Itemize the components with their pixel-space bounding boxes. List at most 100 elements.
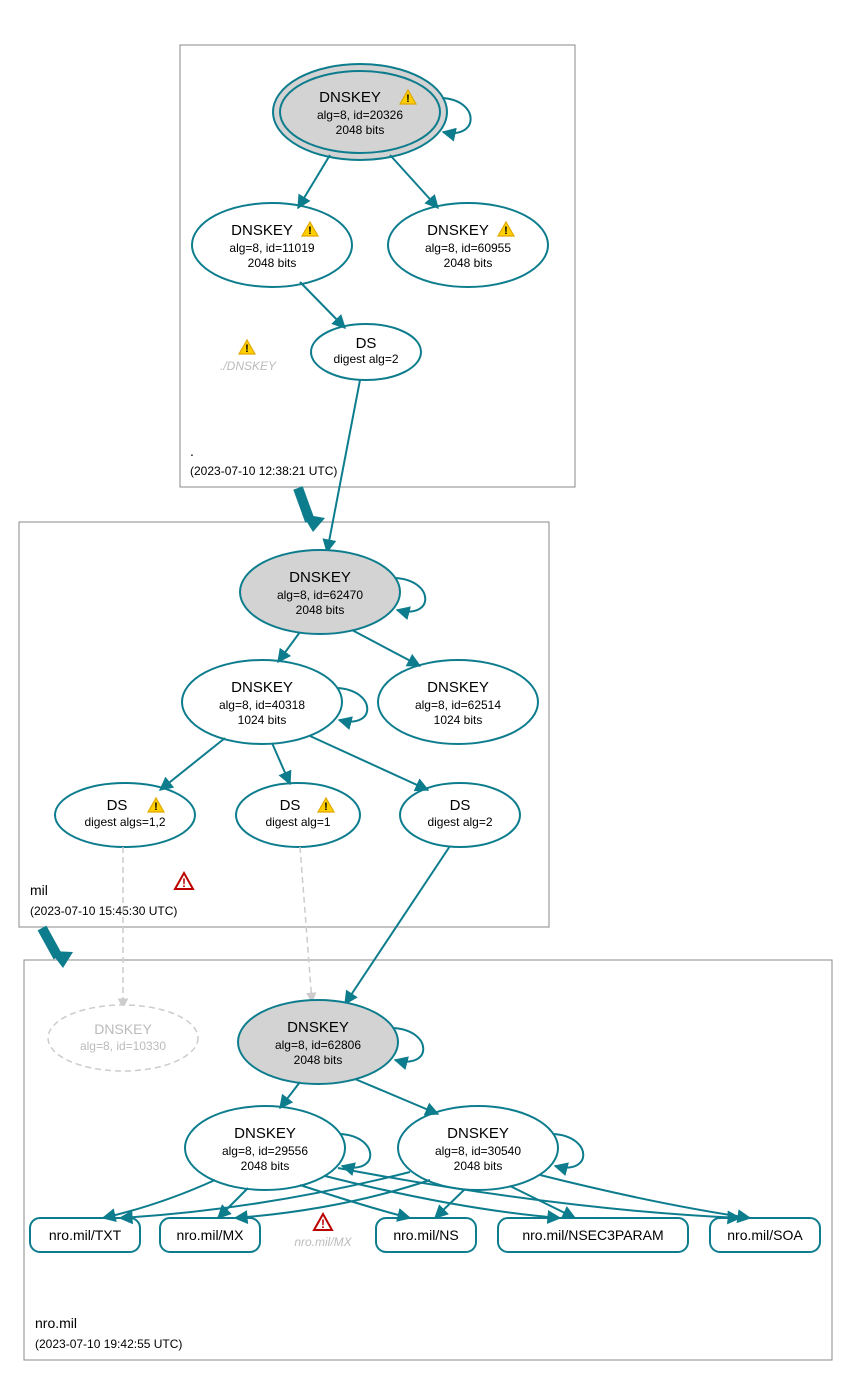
- root-ghost-label: ./DNSKEY: [220, 359, 277, 373]
- svg-text:2048 bits: 2048 bits: [241, 1159, 290, 1173]
- svg-text:DNSKEY: DNSKEY: [231, 679, 293, 696]
- svg-text:!: !: [154, 801, 158, 813]
- root-ds-line1: digest alg=2: [333, 352, 398, 366]
- svg-text:1024 bits: 1024 bits: [238, 713, 287, 727]
- root-ds-node: DS digest alg=2: [311, 324, 421, 380]
- svg-text:DS: DS: [450, 797, 471, 814]
- root-zsk2-node: DNSKEY alg=8, id=60955 2048 bits: [388, 203, 548, 287]
- svg-text:DNSKEY: DNSKEY: [94, 1021, 152, 1037]
- svg-text:alg=8, id=62806: alg=8, id=62806: [275, 1038, 361, 1052]
- edge-nroksk-zsk1: [280, 1082, 300, 1108]
- edge-rootksk-zsk2: [390, 155, 438, 208]
- root-zsk1-title: DNSKEY: [231, 222, 293, 239]
- root-ghost-warn-icon: !: [239, 340, 255, 355]
- svg-text:2048 bits: 2048 bits: [336, 123, 385, 137]
- edge-milzsk1-ds2: [272, 743, 290, 784]
- nro-ksk-line1: alg=8, id=62806: [275, 1038, 361, 1052]
- mil-ksk-node: DNSKEY alg=8, id=62470 2048 bits: [240, 550, 400, 634]
- edge-rootksk-zsk1: [298, 155, 330, 208]
- root-zsk2-line1: alg=8, id=60955: [425, 241, 511, 255]
- edge-milds3-nroksk: [345, 846, 450, 1004]
- svg-text:!: !: [504, 225, 508, 237]
- mil-zsk2-line2: 1024 bits: [434, 713, 483, 727]
- nro-ghost-key-line1: alg=8, id=10330: [80, 1039, 166, 1053]
- mil-ds1-title: DS: [107, 797, 128, 814]
- edge-rootzsk1-ds: [300, 282, 345, 328]
- svg-text:digest alg=1: digest alg=1: [265, 815, 330, 829]
- svg-text:DNSKEY: DNSKEY: [231, 222, 293, 239]
- nro-zsk1-title: DNSKEY: [234, 1125, 296, 1142]
- edge-milds2-nroksk: [300, 847, 312, 1002]
- root-ksk-line2: 2048 bits: [336, 123, 385, 137]
- nro-zsk2-line2: 2048 bits: [454, 1159, 503, 1173]
- svg-text:alg=8, id=20326: alg=8, id=20326: [317, 108, 403, 122]
- root-zsk1-line1: alg=8, id=11019: [229, 241, 315, 255]
- root-ksk-title: DNSKEY: [319, 89, 381, 106]
- mil-ds3-title: DS: [450, 797, 471, 814]
- mil-zsk2-title: DNSKEY: [427, 679, 489, 696]
- edge-z2-ns: [435, 1189, 465, 1218]
- svg-text:digest algs=1,2: digest algs=1,2: [84, 815, 165, 829]
- mil-zsk1-line1: alg=8, id=40318: [219, 698, 305, 712]
- mil-zsk2-node: DNSKEY alg=8, id=62514 1024 bits: [378, 660, 538, 744]
- mil-ds3-line1: digest alg=2: [427, 815, 492, 829]
- svg-text:DNSKEY: DNSKEY: [427, 679, 489, 696]
- edge-milksk-zsk2: [352, 630, 420, 666]
- mil-ds2-title: DS: [280, 797, 301, 814]
- mil-ksk-line2: 2048 bits: [296, 603, 345, 617]
- svg-text:2048 bits: 2048 bits: [248, 256, 297, 270]
- zone-mil-label: mil: [30, 882, 48, 898]
- nro-ghost-mx-label: nro.mil/MX: [294, 1235, 352, 1249]
- nro-mx-warn-icon: !: [314, 1214, 332, 1231]
- rec-mx-label: nro.mil/MX: [177, 1227, 245, 1243]
- mil-zsk1-node: DNSKEY alg=8, id=40318 1024 bits: [182, 660, 342, 744]
- root-zsk1-node: DNSKEY alg=8, id=11019 2048 bits: [192, 203, 352, 287]
- mil-zsk1-line2: 1024 bits: [238, 713, 287, 727]
- svg-text:!: !: [406, 93, 410, 105]
- mil-ksk-title: DNSKEY: [289, 569, 351, 586]
- edge-milzsk1-ds3: [310, 736, 428, 790]
- mil-ds2-line1: digest alg=1: [265, 815, 330, 829]
- zone-nro-label: nro.mil: [35, 1315, 77, 1331]
- rec-soa-label: nro.mil/SOA: [727, 1227, 803, 1243]
- mil-zsk1-title: DNSKEY: [231, 679, 293, 696]
- deleg-arrowhead-root-mil: [302, 514, 325, 532]
- svg-text:digest alg=2: digest alg=2: [333, 352, 398, 366]
- nro-zsk1-line2: 2048 bits: [241, 1159, 290, 1173]
- zone-mil-time: (2023-07-10 15:45:30 UTC): [30, 904, 177, 918]
- svg-text:!: !: [245, 343, 249, 355]
- svg-text:DS: DS: [280, 797, 301, 814]
- svg-text:!: !: [324, 801, 328, 813]
- root-ds-title: DS: [356, 335, 377, 352]
- svg-text:!: !: [321, 1217, 325, 1231]
- nro-zsk2-node: DNSKEY alg=8, id=30540 2048 bits: [398, 1106, 558, 1190]
- root-ksk-node: DNSKEY alg=8, id=20326 2048 bits: [273, 64, 447, 160]
- svg-text:alg=8, id=10330: alg=8, id=10330: [80, 1039, 166, 1053]
- root-zsk2-title: DNSKEY: [427, 222, 489, 239]
- svg-text:alg=8, id=62470: alg=8, id=62470: [277, 588, 363, 602]
- svg-text:DNSKEY: DNSKEY: [287, 1019, 349, 1036]
- svg-text:DNSKEY: DNSKEY: [319, 89, 381, 106]
- rec-ns-label: nro.mil/NS: [393, 1227, 458, 1243]
- root-zsk2-line2: 2048 bits: [444, 256, 493, 270]
- mil-ds1-line1: digest algs=1,2: [84, 815, 165, 829]
- svg-text:alg=8, id=30540: alg=8, id=30540: [435, 1144, 521, 1158]
- svg-text:!: !: [308, 225, 312, 237]
- nro-ksk-title: DNSKEY: [287, 1019, 349, 1036]
- mil-ds2-node: DS digest alg=1: [236, 783, 360, 847]
- edge-z1-mx: [218, 1188, 248, 1218]
- mil-warn-icon: !: [175, 873, 193, 890]
- edge-nroksk-zsk2: [355, 1079, 438, 1114]
- svg-text:DS: DS: [356, 335, 377, 352]
- nro-zsk2-line1: alg=8, id=30540: [435, 1144, 521, 1158]
- edge-milksk-zsk1: [278, 632, 300, 662]
- mil-ds3-node: DS digest alg=2: [400, 783, 520, 847]
- rec-txt-label: nro.mil/TXT: [49, 1227, 122, 1243]
- edge-z1-txt: [103, 1180, 215, 1218]
- svg-text:1024 bits: 1024 bits: [434, 713, 483, 727]
- nro-ksk-node: DNSKEY alg=8, id=62806 2048 bits: [238, 1000, 398, 1084]
- svg-text:DNSKEY: DNSKEY: [234, 1125, 296, 1142]
- nro-zsk1-line1: alg=8, id=29556: [222, 1144, 308, 1158]
- svg-text:alg=8, id=29556: alg=8, id=29556: [222, 1144, 308, 1158]
- mil-ds1-node: DS digest algs=1,2: [55, 783, 195, 847]
